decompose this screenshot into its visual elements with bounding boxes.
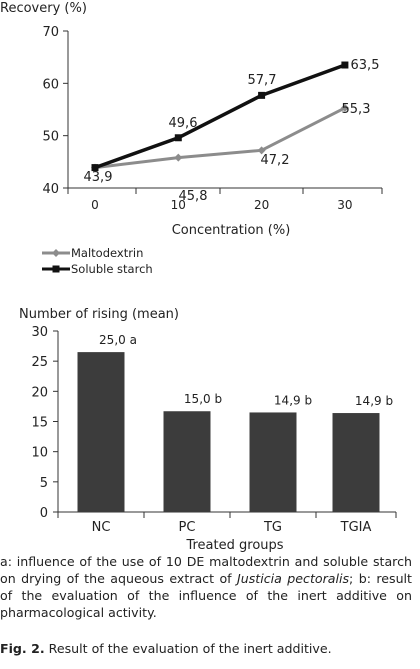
- bar-chart-y-tick-label: 20: [31, 385, 48, 400]
- bar-category-label: PC: [179, 520, 196, 535]
- bar-chart-ylabel: Number of rising (mean): [19, 307, 179, 322]
- line-chart-y-tick-label: 60: [42, 77, 59, 92]
- line-data-label: 45,8: [179, 189, 208, 204]
- maltodextrin-point: [340, 103, 349, 112]
- line-chart-y-tick-label: 50: [42, 130, 59, 145]
- line-data-label: 43,9: [84, 170, 113, 185]
- line-chart-x-tick-label: 10: [171, 198, 186, 212]
- line-chart-xlabel: Concentration (%): [172, 223, 291, 238]
- bar-category-label: TGIA: [340, 520, 372, 535]
- line-data-label: 55,3: [342, 102, 371, 117]
- legend-label: Maltodextrin: [71, 246, 143, 260]
- bar-chart-y-tick-label: 25: [31, 355, 48, 370]
- maltodextrin-point: [174, 153, 183, 162]
- caption-text-2: ; b: result of the evaluation of the inf…: [0, 571, 412, 620]
- bar: [163, 411, 211, 512]
- caption-text-1: a: influence of the use of 10 DE maltode…: [0, 554, 412, 586]
- line-data-label: 57,7: [248, 73, 277, 88]
- line-series-maltodextrin: [94, 106, 346, 170]
- soluble-starch-point: [258, 91, 266, 99]
- bar: [332, 413, 380, 512]
- bar-chart-y-tick-label: 30: [31, 325, 48, 340]
- figure-label: Fig. 2.: [0, 641, 45, 656]
- legend-swatch-marker: [52, 249, 60, 257]
- bar-category-label: TG: [263, 520, 282, 535]
- bar-data-label: 25,0 a: [99, 333, 137, 347]
- line-chart-y-tick-label: 40: [42, 182, 59, 197]
- legend-swatch-marker: [52, 265, 60, 273]
- legend-label: Soluble starch: [71, 262, 153, 276]
- line-chart-y-tick-label: 70: [42, 25, 59, 40]
- line-data-label: 49,6: [169, 116, 198, 131]
- figure-title-text: Result of the evaluation of the inert ad…: [44, 641, 332, 656]
- line-chart-x-tick-label: 0: [91, 198, 99, 212]
- line-chart-x-tick-label: 20: [254, 198, 269, 212]
- line-data-label: 63,5: [351, 58, 380, 73]
- bar: [77, 352, 125, 512]
- figure-caption: a: influence of the use of 10 DE maltode…: [0, 553, 412, 621]
- bar-chart-y-tick-label: 0: [40, 506, 48, 521]
- bar-data-label: 15,0 b: [184, 392, 222, 406]
- bar-chart-y-tick-label: 10: [31, 446, 48, 461]
- soluble-starch-point: [341, 61, 349, 69]
- maltodextrin-point: [257, 146, 266, 155]
- caption-species: Justicia pectoralis: [237, 571, 350, 586]
- bar-data-label: 14,9 b: [274, 393, 312, 407]
- figure-title: Fig. 2. Result of the evaluation of the …: [0, 641, 332, 656]
- bar-data-label: 14,9 b: [355, 394, 393, 408]
- line-series-soluble-starch: [94, 63, 346, 170]
- bar-chart-xlabel: Treated groups: [185, 538, 283, 553]
- line-chart-x-tick-label: 30: [337, 198, 352, 212]
- line-data-label: 47,2: [261, 153, 290, 168]
- soluble-starch-point: [174, 134, 182, 142]
- bar: [249, 412, 297, 512]
- bar-category-label: NC: [92, 520, 111, 535]
- line-chart-ylabel: Recovery (%): [0, 1, 87, 16]
- bar-chart-y-tick-label: 15: [31, 416, 48, 431]
- soluble-starch-point: [91, 164, 99, 172]
- bar-chart-y-tick-label: 5: [40, 476, 48, 491]
